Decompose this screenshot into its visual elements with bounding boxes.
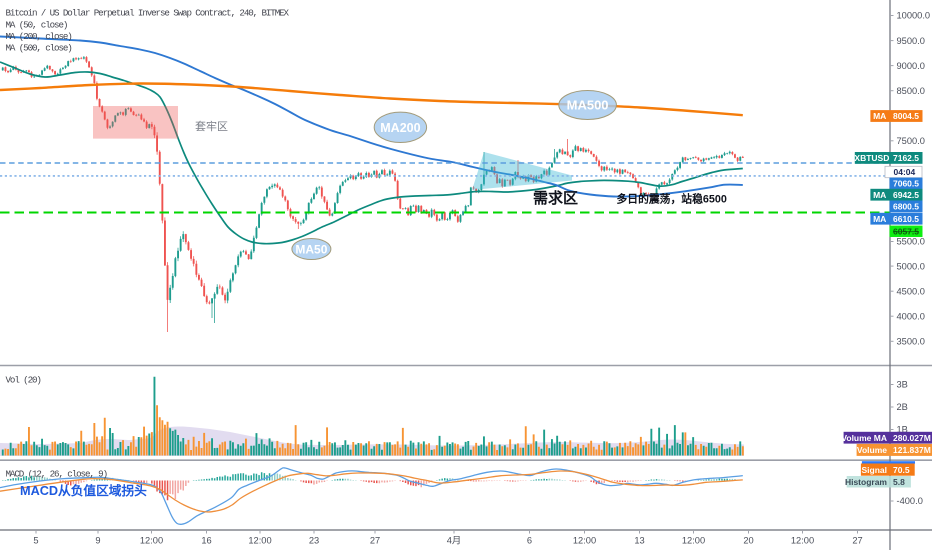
svg-text:9000.0: 9000.0: [897, 61, 925, 71]
svg-text:12:00: 12:00: [791, 536, 814, 546]
svg-text:MA: MA: [873, 190, 886, 200]
svg-text:3B: 3B: [897, 380, 908, 390]
svg-text:需求区: 需求区: [533, 189, 578, 207]
svg-text:Vol (20): Vol (20): [6, 375, 41, 386]
svg-text:MACD从负值区域拐头: MACD从负值区域拐头: [20, 483, 147, 498]
svg-text:27: 27: [370, 536, 380, 546]
svg-text:XBTUSD: XBTUSD: [854, 153, 889, 163]
svg-text:4500.0: 4500.0: [897, 286, 925, 296]
svg-text:12:00: 12:00: [248, 536, 271, 546]
svg-text:23: 23: [309, 536, 319, 546]
svg-text:7162.5: 7162.5: [893, 153, 919, 163]
svg-text:7500.0: 7500.0: [897, 136, 925, 146]
svg-text:4000.0: 4000.0: [897, 311, 925, 321]
svg-text:MA: MA: [873, 214, 886, 224]
svg-text:Bitcoin / US Dollar Perpetual: Bitcoin / US Dollar Perpetual Inverse Sw…: [6, 8, 290, 19]
svg-text:6: 6: [527, 536, 532, 546]
svg-text:8500.0: 8500.0: [897, 86, 925, 96]
svg-text:Volume MA: Volume MA: [841, 433, 887, 443]
svg-text:Signal: Signal: [861, 465, 887, 475]
svg-text:MA: MA: [873, 111, 886, 121]
svg-text:MA200: MA200: [380, 121, 420, 135]
svg-text:6057.5: 6057.5: [893, 226, 919, 236]
svg-text:16: 16: [201, 536, 211, 546]
svg-text:13: 13: [634, 536, 644, 546]
svg-text:Volume: Volume: [857, 445, 887, 455]
svg-text:8004.5: 8004.5: [893, 111, 919, 121]
svg-text:6942.5: 6942.5: [893, 190, 919, 200]
svg-text:20: 20: [743, 536, 753, 546]
svg-text:10000.0: 10000.0: [897, 11, 931, 21]
svg-text:MA (200, close): MA (200, close): [6, 31, 72, 42]
svg-text:5: 5: [33, 536, 38, 546]
svg-text:6800.5: 6800.5: [893, 202, 919, 212]
svg-text:4月: 4月: [447, 536, 461, 546]
svg-text:MACD (12, 26, close, 9): MACD (12, 26, close, 9): [6, 469, 108, 480]
svg-text:7060.5: 7060.5: [893, 179, 919, 189]
svg-text:04:04: 04:04: [894, 167, 916, 177]
svg-text:12:00: 12:00: [140, 536, 163, 546]
svg-text:12:00: 12:00: [573, 536, 596, 546]
svg-text:MA500: MA500: [567, 98, 609, 113]
svg-text:5.8: 5.8: [893, 477, 905, 487]
svg-text:70.5: 70.5: [893, 465, 910, 475]
svg-text:多日的震荡，站稳6500: 多日的震荡，站稳6500: [617, 192, 727, 206]
svg-text:套牢区: 套牢区: [195, 119, 228, 133]
svg-text:9500.0: 9500.0: [897, 36, 925, 46]
svg-text:MA50: MA50: [295, 242, 327, 256]
svg-text:5500.0: 5500.0: [897, 237, 925, 247]
svg-text:2B: 2B: [897, 402, 908, 412]
svg-text:3500.0: 3500.0: [897, 337, 925, 347]
svg-text:MA (50, close): MA (50, close): [6, 20, 68, 31]
svg-text:-400.0: -400.0: [897, 496, 923, 506]
svg-text:MA (500, close): MA (500, close): [6, 43, 72, 54]
svg-text:280.027M: 280.027M: [893, 433, 931, 443]
svg-text:5000.0: 5000.0: [897, 261, 925, 271]
svg-text:6610.5: 6610.5: [893, 214, 919, 224]
svg-text:12:00: 12:00: [682, 536, 705, 546]
svg-text:27: 27: [852, 536, 862, 546]
svg-text:9: 9: [95, 536, 100, 546]
svg-text:121.837M: 121.837M: [893, 445, 931, 455]
svg-text:Histogram: Histogram: [845, 477, 887, 487]
svg-text:1B: 1B: [897, 425, 908, 435]
